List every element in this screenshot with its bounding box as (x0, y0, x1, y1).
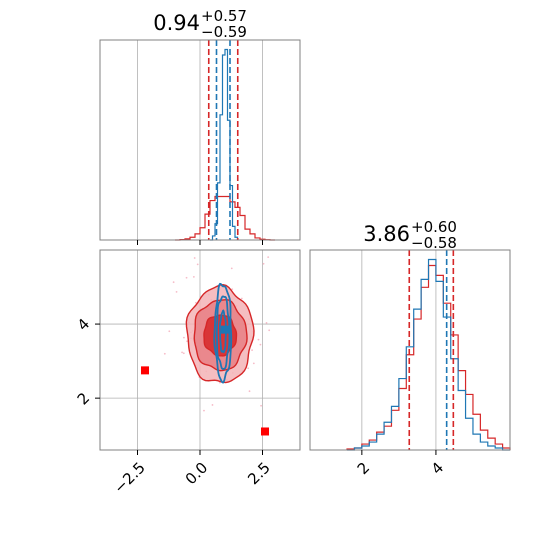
joint-x-tick-label-0: −2.5 (110, 459, 148, 497)
panel-joint-blue-contours (213, 282, 233, 384)
joint-sample-point (182, 336, 185, 339)
joint-sample-point (172, 281, 175, 284)
panel-hist-param1-series (175, 48, 275, 241)
joint-sample-point (185, 276, 188, 279)
joint-sample-point (192, 275, 195, 278)
joint-sample-point (268, 329, 271, 332)
panel-joint-markers (141, 325, 269, 436)
panel-hist-param2-quantile-lines (408, 250, 455, 450)
panel-hist-param2-title-minus: −0.58 (411, 234, 457, 252)
joint-sample-point (181, 351, 183, 354)
panel-hist-param2-series (346, 258, 511, 451)
joint-sample-point (260, 404, 262, 407)
joint-sample-point (247, 367, 250, 370)
panel-hist-param1-title-plus: +0.57 (201, 7, 247, 25)
joint-blue-contour-level-2 (213, 282, 233, 384)
joint-blue-contour-level-1 (215, 295, 231, 370)
joint-marker-blue-0 (221, 325, 229, 334)
panel-hist-param2-title-plus: +0.60 (411, 218, 457, 236)
joint-marker-marker_red-2 (261, 427, 269, 436)
joint-sample-point (267, 256, 270, 259)
joint-sample-point (230, 267, 233, 270)
joint-x-tick-label-2: 2.5 (244, 459, 274, 489)
panel-hist-param1: 0.94 +0.57 −0.59 (99, 7, 301, 245)
panel-hist-param1-title-minus: −0.59 (201, 23, 247, 41)
joint-marker-marker_red-1 (141, 366, 149, 375)
joint-sample-point (240, 297, 243, 300)
hist-param2-blue-histogram (347, 258, 510, 451)
joint-sample-point (203, 409, 205, 412)
hist-param2-tick-label-0: 2 (354, 459, 373, 478)
joint-sample-point (196, 263, 199, 266)
joint-sample-point (262, 262, 265, 265)
joint-sample-point (251, 349, 253, 352)
joint-y-tick-label-1: 4 (74, 315, 93, 334)
joint-y-tick-label-0: 2 (74, 389, 93, 408)
joint-sample-point (163, 352, 166, 355)
joint-sample-point (259, 343, 262, 346)
panel-hist-param1-ticks (137, 240, 263, 245)
joint-sample-point (211, 404, 214, 406)
joint-blue-contour-level-0 (218, 309, 228, 354)
panel-hist-param2-grid (361, 250, 437, 450)
joint-sample-point (252, 362, 255, 365)
joint-sample-point (175, 290, 178, 293)
panel-hist-param2-frame (309, 249, 511, 451)
joint-sample-point (168, 330, 171, 333)
hist-param1-blue-histogram (210, 48, 239, 241)
joint-x-tick-label-1: 0.0 (182, 459, 212, 489)
hist-param2-tick-label-1: 4 (428, 459, 447, 478)
panel-joint: −2.5 0.0 2.5 2 4 (74, 249, 301, 497)
hist-param1-red-histogram (175, 195, 275, 241)
panel-hist-param1-grid (137, 40, 263, 240)
joint-sample-point (194, 301, 197, 304)
joint-sample-point (265, 322, 268, 324)
joint-sample-point (186, 340, 189, 343)
joint-sample-point (248, 390, 251, 393)
panel-hist-param1-quantile-lines (207, 40, 239, 240)
joint-sample-point (231, 288, 234, 291)
joint-sample-point (257, 338, 260, 341)
panel-hist-param2-title-median: 3.86 (363, 222, 410, 246)
panel-hist-param1-title-median: 0.94 (153, 11, 200, 35)
joint-sample-point (182, 352, 185, 355)
joint-sample-point (193, 257, 196, 259)
